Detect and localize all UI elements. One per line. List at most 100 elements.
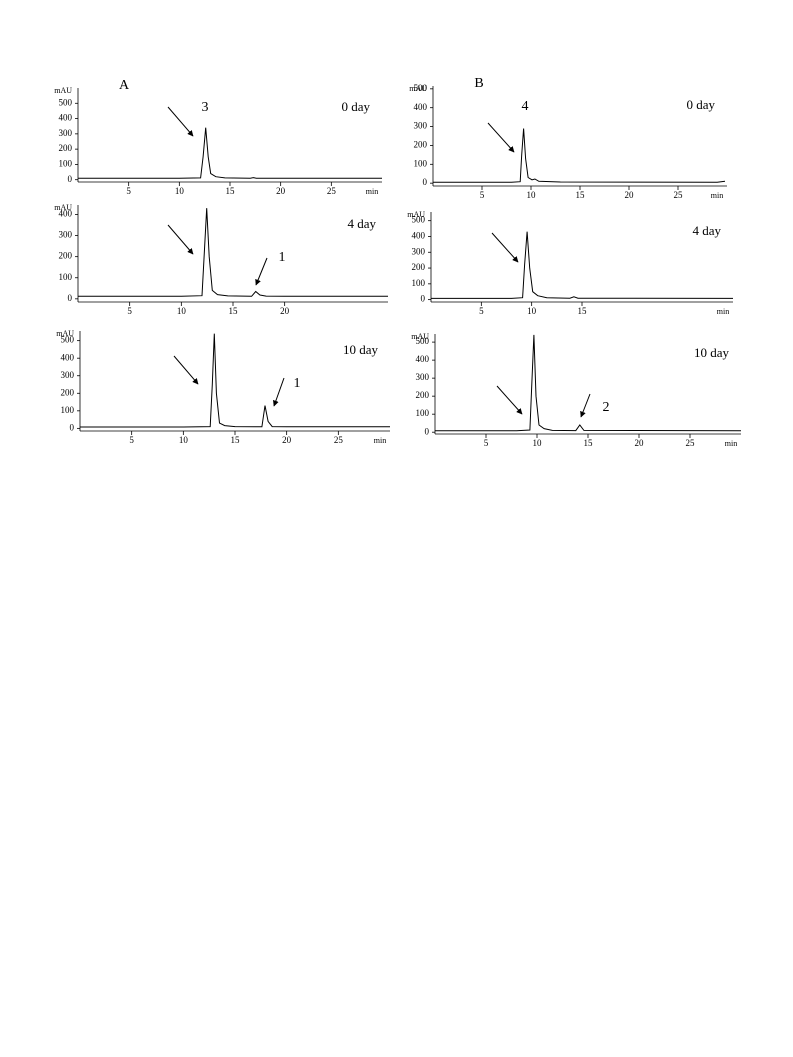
y-tick-label: 300: [59, 128, 73, 138]
peak-label: 1: [279, 250, 286, 265]
arrow: [173, 355, 199, 385]
y-label: mAU: [56, 329, 74, 338]
arrow: [496, 385, 523, 415]
peak-label: 1: [294, 376, 301, 391]
y-label: mAU: [411, 332, 429, 341]
y-tick-label: 300: [412, 246, 426, 256]
y-tick-label: 200: [414, 139, 428, 149]
x-tick-label: 5: [126, 186, 131, 196]
x-tick-label: 15: [576, 190, 586, 200]
x-tick-label: 25: [686, 438, 696, 448]
trace: [431, 231, 734, 299]
y-tick-label: 0: [425, 426, 430, 436]
day-label: 4 day: [692, 223, 721, 238]
y-tick-label: 300: [59, 230, 73, 240]
arrow: [272, 377, 285, 407]
y-tick-label: 200: [59, 251, 73, 261]
y-tick-label: 500: [416, 336, 430, 346]
y-tick-label: 100: [416, 408, 430, 418]
x-tick-label: 10: [175, 186, 185, 196]
day-label: 4 day: [347, 216, 376, 231]
x-tick-label: 5: [127, 306, 132, 316]
trace: [80, 333, 390, 428]
day-label: 0 day: [686, 97, 715, 112]
trace: [435, 334, 742, 432]
x-label: min: [717, 307, 729, 316]
x-tick-label: 20: [280, 306, 290, 316]
trace: [78, 127, 383, 179]
arrow: [255, 257, 268, 286]
x-tick-label: 15: [226, 186, 236, 196]
day-label: 10 day: [343, 342, 379, 357]
y-tick-label: 200: [416, 390, 430, 400]
x-tick-label: 25: [327, 186, 337, 196]
trace: [78, 208, 388, 297]
y-tick-label: 100: [61, 405, 75, 415]
y-tick-label: 100: [59, 158, 73, 168]
arrow: [487, 122, 515, 153]
x-label: min: [725, 439, 737, 448]
x-label: min: [366, 187, 378, 196]
x-tick-label: 5: [484, 438, 489, 448]
day-label: 10 day: [694, 345, 730, 360]
y-tick-label: 0: [421, 294, 426, 304]
x-tick-label: 10: [533, 438, 543, 448]
peak-label: 2: [603, 400, 610, 415]
y-tick-label: 0: [423, 177, 428, 187]
arrow: [167, 106, 194, 137]
peak-label: 3: [202, 100, 209, 115]
x-tick-label: 10: [527, 190, 537, 200]
panel-label: A: [119, 78, 130, 93]
y-tick-label: 400: [59, 113, 73, 123]
y-tick-label: 100: [412, 278, 426, 288]
arrow: [167, 224, 194, 255]
y-tick-label: 200: [61, 387, 75, 397]
y-tick-label: 400: [61, 352, 75, 362]
x-tick-label: 10: [179, 435, 189, 445]
y-tick-label: 500: [61, 335, 75, 345]
y-tick-label: 400: [59, 209, 73, 219]
day-label: 0 day: [341, 99, 370, 114]
y-tick-label: 0: [68, 293, 73, 303]
arrow: [580, 393, 591, 418]
y-tick-label: 0: [70, 422, 75, 432]
y-tick-label: 400: [416, 354, 430, 364]
y-label: mAU: [54, 203, 72, 212]
y-tick-label: 400: [412, 231, 426, 241]
x-tick-label: 20: [635, 438, 645, 448]
y-label: mAU: [409, 84, 427, 93]
x-tick-label: 25: [674, 190, 684, 200]
trace: [433, 128, 726, 183]
x-tick-label: 5: [479, 306, 484, 316]
y-tick-label: 0: [68, 174, 73, 184]
panel-label: B: [474, 76, 483, 91]
x-tick-label: 20: [625, 190, 635, 200]
x-tick-label: 25: [334, 435, 344, 445]
y-tick-label: 300: [416, 372, 430, 382]
y-tick-label: 100: [59, 272, 73, 282]
arrow: [491, 232, 519, 263]
x-tick-label: 15: [584, 438, 594, 448]
y-tick-label: 300: [61, 370, 75, 380]
y-label: mAU: [407, 210, 425, 219]
y-tick-label: 500: [412, 215, 426, 225]
x-tick-label: 15: [578, 306, 588, 316]
peak-label: 4: [522, 99, 529, 114]
x-tick-label: 20: [282, 435, 292, 445]
y-tick-label: 500: [414, 83, 428, 93]
y-tick-label: 200: [59, 143, 73, 153]
x-tick-label: 10: [527, 306, 537, 316]
y-tick-label: 300: [414, 121, 428, 131]
x-tick-label: 15: [229, 306, 239, 316]
x-label: min: [711, 191, 723, 200]
y-tick-label: 400: [414, 102, 428, 112]
x-tick-label: 20: [276, 186, 286, 196]
y-label: mAU: [54, 86, 72, 95]
y-tick-label: 500: [59, 97, 73, 107]
y-tick-label: 200: [412, 262, 426, 272]
x-tick-label: 15: [231, 435, 241, 445]
x-tick-label: 10: [177, 306, 187, 316]
x-label: min: [374, 436, 386, 445]
x-tick-label: 5: [129, 435, 134, 445]
